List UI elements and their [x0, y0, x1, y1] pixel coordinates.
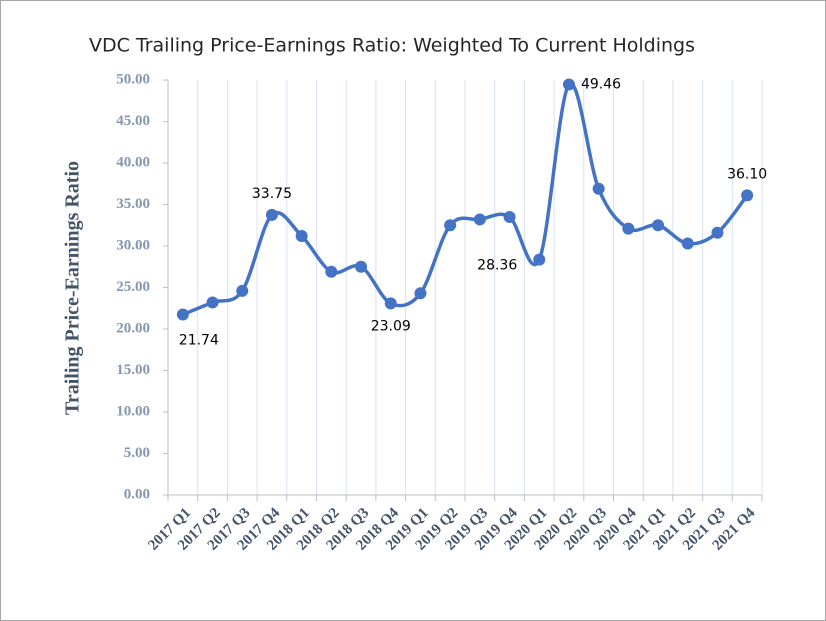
marker [622, 222, 635, 235]
y-tick-label: 0.00 [124, 486, 150, 502]
marker [652, 219, 665, 232]
marker [711, 226, 724, 239]
marker [236, 284, 249, 297]
marker [176, 308, 189, 321]
marker [206, 296, 219, 309]
marker [355, 260, 368, 273]
marker [592, 182, 605, 195]
data-label: 33.75 [252, 186, 292, 202]
marker [414, 287, 427, 300]
marker [562, 78, 575, 91]
data-label: 21.74 [179, 333, 219, 349]
y-tick-label: 15.00 [116, 362, 150, 378]
y-tick-label: 35.00 [116, 196, 150, 212]
chart-title: VDC Trailing Price-Earnings Ratio: Weigh… [89, 35, 695, 57]
y-tick-label: 20.00 [116, 320, 150, 336]
y-tick-label: 10.00 [116, 403, 150, 419]
data-label: 23.09 [371, 318, 411, 334]
marker [384, 297, 397, 310]
y-tick-label: 30.00 [116, 237, 150, 253]
marker [681, 237, 694, 250]
marker [444, 219, 457, 232]
marker [265, 208, 278, 221]
y-tick-label: 25.00 [116, 279, 150, 295]
marker [533, 253, 546, 266]
y-axis-title: Trailing Price-Earnings Ratio [62, 161, 84, 415]
marker [325, 265, 338, 278]
marker [503, 210, 516, 223]
marker [473, 213, 486, 226]
data-label: 28.36 [477, 258, 517, 274]
y-tick-label: 45.00 [116, 113, 150, 129]
data-label: 49.46 [581, 76, 621, 92]
data-label: 36.10 [727, 166, 767, 182]
y-tick-label: 40.00 [116, 154, 150, 170]
marker [295, 230, 308, 243]
y-tick-label: 50.00 [116, 71, 150, 87]
marker [741, 189, 754, 202]
y-tick-label: 5.00 [124, 445, 150, 461]
